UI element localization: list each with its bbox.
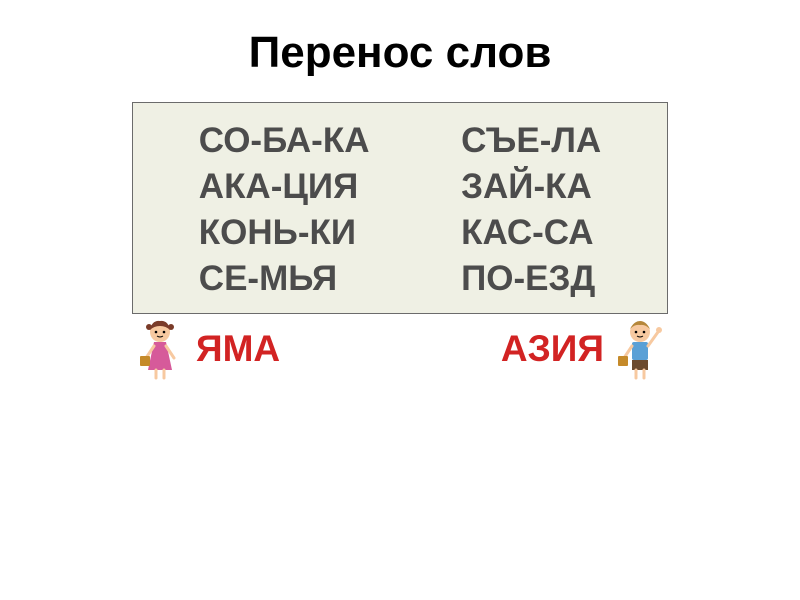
word-item: КОНЬ-КИ (199, 213, 356, 253)
bottom-row: ЯМА АЗИЯ (132, 314, 668, 380)
left-column: СО-БА-КА АКА-ЦИЯ КОНЬ-КИ СЕ-МЬЯ (199, 121, 370, 299)
girl-figure-icon (132, 318, 188, 380)
word-item: КАС-СА (461, 213, 593, 253)
bottom-right-group: АЗИЯ (501, 318, 668, 380)
bottom-right-word: АЗИЯ (501, 328, 604, 370)
word-item: ЗАЙ-КА (461, 167, 592, 207)
page-title: Перенос слов (0, 0, 800, 102)
word-item: СО-БА-КА (199, 121, 370, 161)
bottom-left-word: ЯМА (196, 328, 280, 370)
word-item: СЕ-МЬЯ (199, 259, 337, 299)
word-item: СЪЕ-ЛА (461, 121, 601, 161)
boy-figure-icon (612, 318, 668, 380)
word-item: ПО-ЕЗД (461, 259, 595, 299)
word-box: СО-БА-КА АКА-ЦИЯ КОНЬ-КИ СЕ-МЬЯ СЪЕ-ЛА З… (132, 102, 668, 314)
right-column: СЪЕ-ЛА ЗАЙ-КА КАС-СА ПО-ЕЗД (461, 121, 601, 299)
word-item: АКА-ЦИЯ (199, 167, 358, 207)
bottom-left-group: ЯМА (132, 318, 280, 380)
